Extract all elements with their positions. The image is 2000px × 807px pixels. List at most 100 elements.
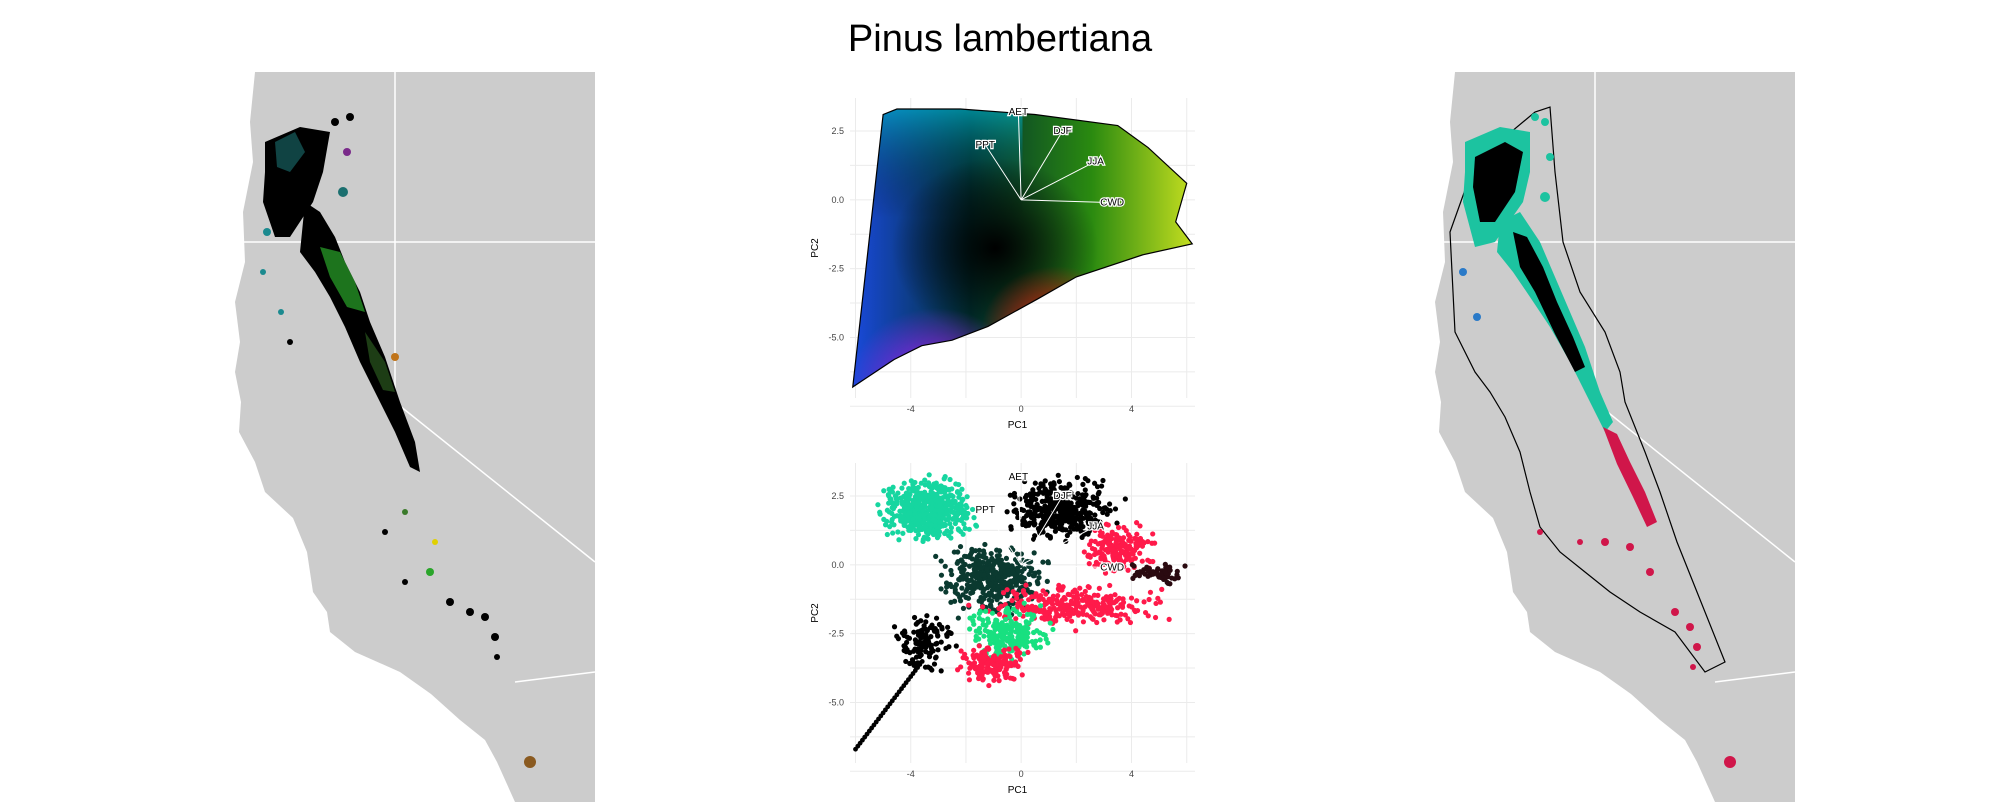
pca-point: [922, 489, 928, 495]
pca-point: [1141, 599, 1147, 605]
pca-point: [1043, 611, 1049, 617]
pca-point: [953, 582, 959, 588]
pca-point: [957, 491, 963, 497]
x-tick-label: -4: [907, 404, 915, 414]
pca-point: [925, 536, 931, 542]
pca-point: [1021, 651, 1027, 657]
pca-point: [1047, 533, 1053, 540]
pca-point: [920, 627, 926, 633]
pca-point: [1110, 599, 1116, 606]
pca-point: [1072, 587, 1078, 593]
pca-point: [1079, 591, 1085, 598]
pca-point: [1021, 478, 1028, 485]
pca-point: [897, 513, 904, 519]
pca-point: [957, 565, 963, 572]
pca-point: [962, 525, 968, 532]
pca-point: [1084, 514, 1090, 521]
pca-point: [1054, 597, 1060, 603]
pca-point: [1029, 606, 1035, 612]
pca-point: [1026, 571, 1032, 577]
pca-point: [1014, 595, 1020, 601]
pca-point: [980, 621, 986, 628]
pca-point: [1152, 614, 1159, 621]
pca-point: [1022, 494, 1029, 501]
pca-point: [1010, 547, 1016, 553]
pca-point: [989, 598, 995, 604]
pca-point: [1073, 628, 1079, 634]
pca-point: [1007, 653, 1013, 660]
pca-point: [1134, 598, 1140, 604]
pca-point: [929, 504, 935, 511]
pca-point: [1051, 605, 1057, 611]
loading-vector: [1020, 160, 1096, 201]
pca-point: [1046, 489, 1052, 495]
pca-point: [1063, 509, 1070, 516]
pca-point: [964, 494, 970, 500]
pca-point: [1101, 553, 1107, 559]
pca-point: [930, 648, 936, 654]
pca-point: [1044, 505, 1050, 512]
loading-vectors: AET DJF JJA CWD PPT: [974, 106, 1125, 210]
y-tick-label: 2.5: [831, 126, 844, 136]
vector-label: JJA: [1087, 156, 1104, 167]
pca-point: [1014, 551, 1020, 557]
pca-point: [971, 515, 977, 521]
pca-point: [929, 485, 935, 491]
pca-point: [976, 598, 982, 604]
y-axis-label: PC2: [810, 603, 821, 623]
pca-point: [952, 520, 958, 527]
pca-point: [976, 561, 982, 567]
pca-point: [988, 550, 994, 557]
pca-point: [1057, 606, 1063, 612]
pca-point: [1036, 597, 1042, 603]
pca-point: [1065, 611, 1071, 617]
y-tick-label: -5.0: [828, 697, 844, 707]
species-range: [1459, 113, 1736, 768]
pca-point: [1077, 510, 1083, 516]
pca-point: [1013, 577, 1020, 583]
pca-point: [938, 558, 944, 564]
pca-point: [1045, 640, 1051, 646]
pca-point: [992, 662, 998, 669]
pca-point: [1015, 663, 1021, 669]
pca-point: [933, 553, 939, 559]
pca-point: [1075, 490, 1081, 497]
vector-label: PPT: [976, 505, 995, 516]
pca-point: [909, 487, 916, 493]
pca-point: [1053, 513, 1059, 519]
pca-point: [969, 546, 975, 552]
pca-point: [933, 615, 940, 621]
pca-point: [1042, 486, 1048, 492]
pca-point: [1113, 536, 1119, 542]
pca-point: [1045, 559, 1051, 565]
x-axis-label: PC1: [1008, 785, 1028, 795]
pca-point: [1018, 633, 1025, 639]
pca-point: [976, 576, 983, 582]
pca-point: [1032, 480, 1038, 486]
pca-point: [1125, 555, 1131, 561]
pca-point: [1128, 595, 1135, 601]
pca-point: [964, 553, 970, 560]
pca-point: [1003, 616, 1009, 623]
pca-point: [966, 677, 973, 683]
pca-point: [983, 555, 989, 561]
pca-point: [999, 642, 1005, 648]
pca-point: [956, 576, 962, 583]
pca-point: [992, 672, 999, 678]
pca-point: [1015, 567, 1021, 573]
pca-point: [926, 528, 932, 534]
right-map-panel: [1435, 72, 1796, 802]
pca-point: [1055, 586, 1061, 592]
pca-point: [1115, 524, 1122, 531]
pca-point: [1095, 592, 1101, 598]
pca-point: [938, 489, 944, 495]
pca-point: [1175, 575, 1181, 581]
pca-point: [996, 611, 1003, 617]
pca-point: [1064, 532, 1070, 539]
pca-point: [1096, 562, 1103, 568]
pca-point: [1031, 550, 1037, 556]
pca-point: [960, 605, 967, 611]
pca-point: [1107, 605, 1114, 611]
pca-point: [1004, 626, 1010, 632]
pca-point: [1006, 646, 1012, 652]
